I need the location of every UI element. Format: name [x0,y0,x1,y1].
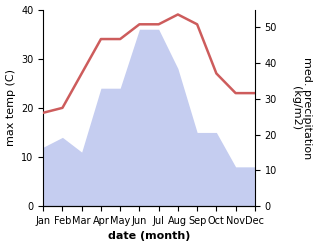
Y-axis label: med. precipitation
(kg/m2): med. precipitation (kg/m2) [291,57,313,159]
Y-axis label: max temp (C): max temp (C) [5,69,16,146]
X-axis label: date (month): date (month) [108,231,190,242]
